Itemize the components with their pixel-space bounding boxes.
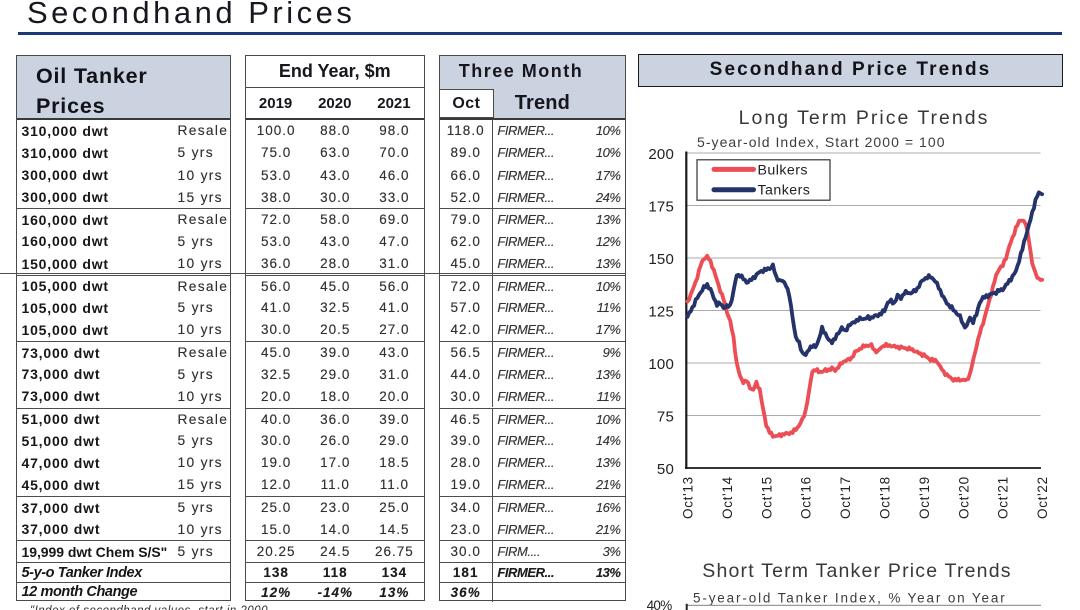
svg-text:200: 200 — [648, 146, 674, 163]
svg-text:Oct'15: Oct'15 — [759, 476, 774, 519]
svg-text:75: 75 — [657, 409, 674, 426]
svg-text:Oct'13: Oct'13 — [681, 476, 696, 519]
svg-text:150: 150 — [648, 251, 674, 268]
svg-text:Oct'20: Oct'20 — [956, 476, 971, 519]
svg-text:Short Term Tanker Price Trends: Short Term Tanker Price Trends — [702, 560, 1011, 582]
svg-text:Oct'16: Oct'16 — [799, 476, 814, 519]
svg-text:Oct'21: Oct'21 — [996, 476, 1011, 519]
svg-text:Oct'14: Oct'14 — [720, 476, 735, 519]
svg-text:Oct'22: Oct'22 — [1035, 476, 1050, 519]
svg-text:5-year-old Index, Start 2000 =: 5-year-old Index, Start 2000 = 100 — [697, 134, 946, 150]
svg-text:Oct'18: Oct'18 — [878, 476, 893, 519]
svg-text:125: 125 — [648, 304, 674, 321]
svg-text:Oct'17: Oct'17 — [838, 476, 853, 519]
svg-text:Tankers: Tankers — [758, 182, 811, 198]
svg-text:100: 100 — [648, 356, 674, 373]
svg-text:Oct'19: Oct'19 — [917, 476, 932, 519]
svg-text:Bulkers: Bulkers — [758, 163, 808, 179]
svg-text:40%: 40% — [647, 598, 673, 610]
svg-text:50: 50 — [657, 461, 674, 478]
svg-text:5-year-old Tanker Index, % Yea: 5-year-old Tanker Index, % Year on Year — [693, 591, 1007, 606]
svg-text:175: 175 — [648, 199, 674, 216]
svg-text:Long Term Price Trends: Long Term Price Trends — [739, 107, 990, 129]
